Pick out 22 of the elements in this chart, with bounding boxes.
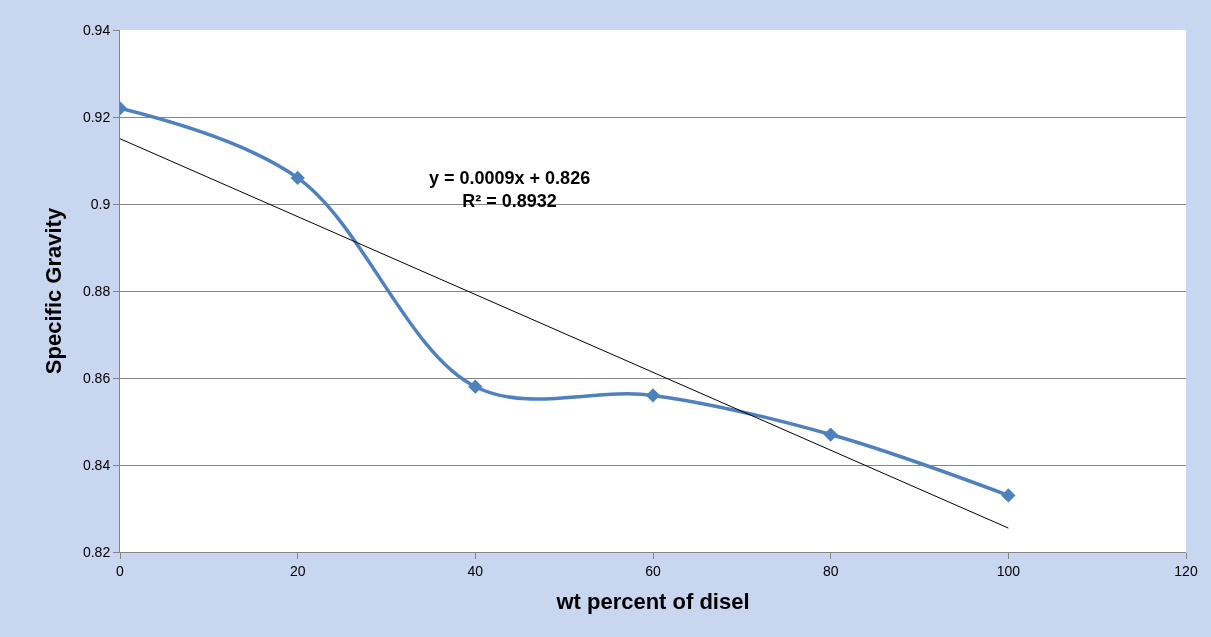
x-tick-label: 60 xyxy=(645,562,661,579)
point xyxy=(823,427,838,442)
y-tick-label: 0.9 xyxy=(90,195,111,212)
y-tick-label: 0.82 xyxy=(82,543,111,560)
annotation: y = 0.0009x + 0.826 R² = 0.8932 xyxy=(429,168,591,212)
x-tick-label: 120 xyxy=(1174,562,1198,579)
x-tick-label: 100 xyxy=(996,562,1021,579)
x-tick-label: 0 xyxy=(116,562,125,579)
x-axis-title: wt percent of disel xyxy=(555,588,750,614)
x-tick-label: 20 xyxy=(289,562,306,579)
y-tick-label: 0.88 xyxy=(82,282,111,299)
y-tick-label: 0.84 xyxy=(82,456,111,473)
x-tick-label: 40 xyxy=(467,562,484,579)
y-axis-title: Specific Gravity xyxy=(40,207,66,375)
point xyxy=(1001,488,1016,503)
point xyxy=(290,170,305,186)
y-tick-label: 0.86 xyxy=(82,369,111,386)
y-tick-label: 0.94 xyxy=(82,21,111,38)
y-tick-label: 0.92 xyxy=(82,108,111,125)
point xyxy=(468,379,483,394)
x-tick-label: 80 xyxy=(822,562,839,579)
point xyxy=(645,388,661,403)
